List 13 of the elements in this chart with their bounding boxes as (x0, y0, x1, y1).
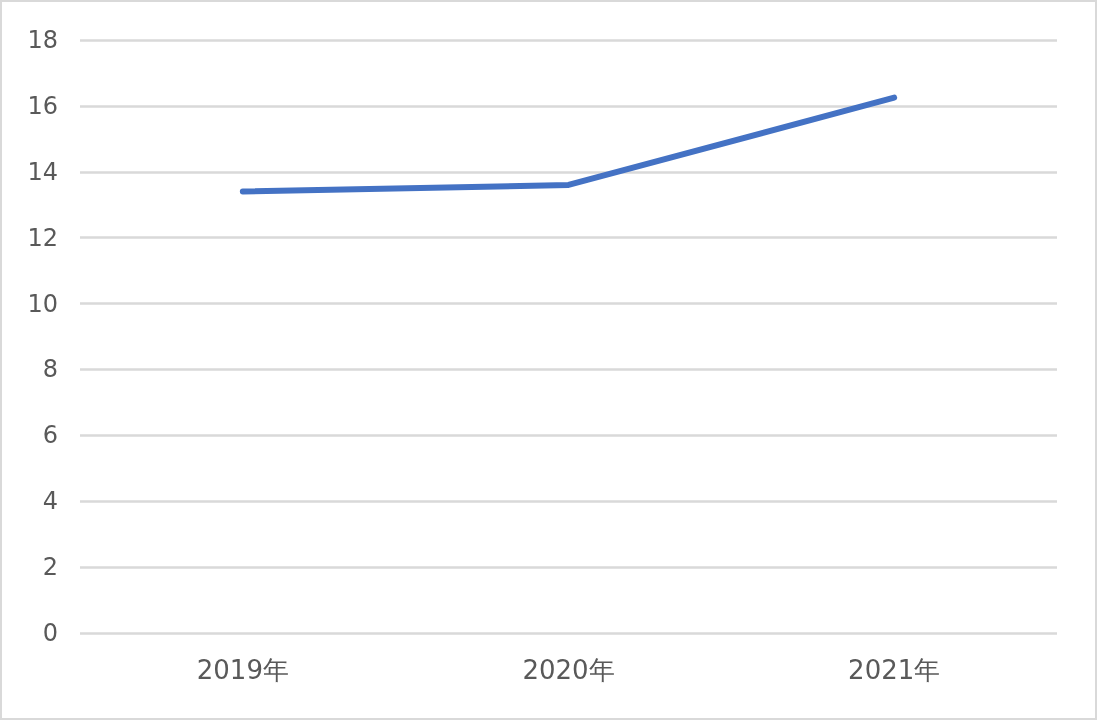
y-tick-label: 10 (27, 289, 58, 318)
x-tick-label: 2020年 (522, 655, 615, 685)
y-tick-label: 2 (42, 553, 58, 582)
y-tick-label: 0 (42, 619, 58, 647)
y-tick-label: 8 (42, 355, 58, 384)
y-tick-label: 16 (27, 91, 58, 120)
y-tick-label: 12 (27, 223, 58, 252)
x-tick-label: 2019年 (196, 655, 289, 685)
x-tick-label: 2021年 (848, 655, 941, 685)
y-tick-label: 6 (42, 421, 58, 450)
y-tick-label: 4 (42, 487, 58, 516)
y-tick-label: 18 (27, 26, 58, 54)
y-tick-label: 14 (27, 157, 58, 186)
